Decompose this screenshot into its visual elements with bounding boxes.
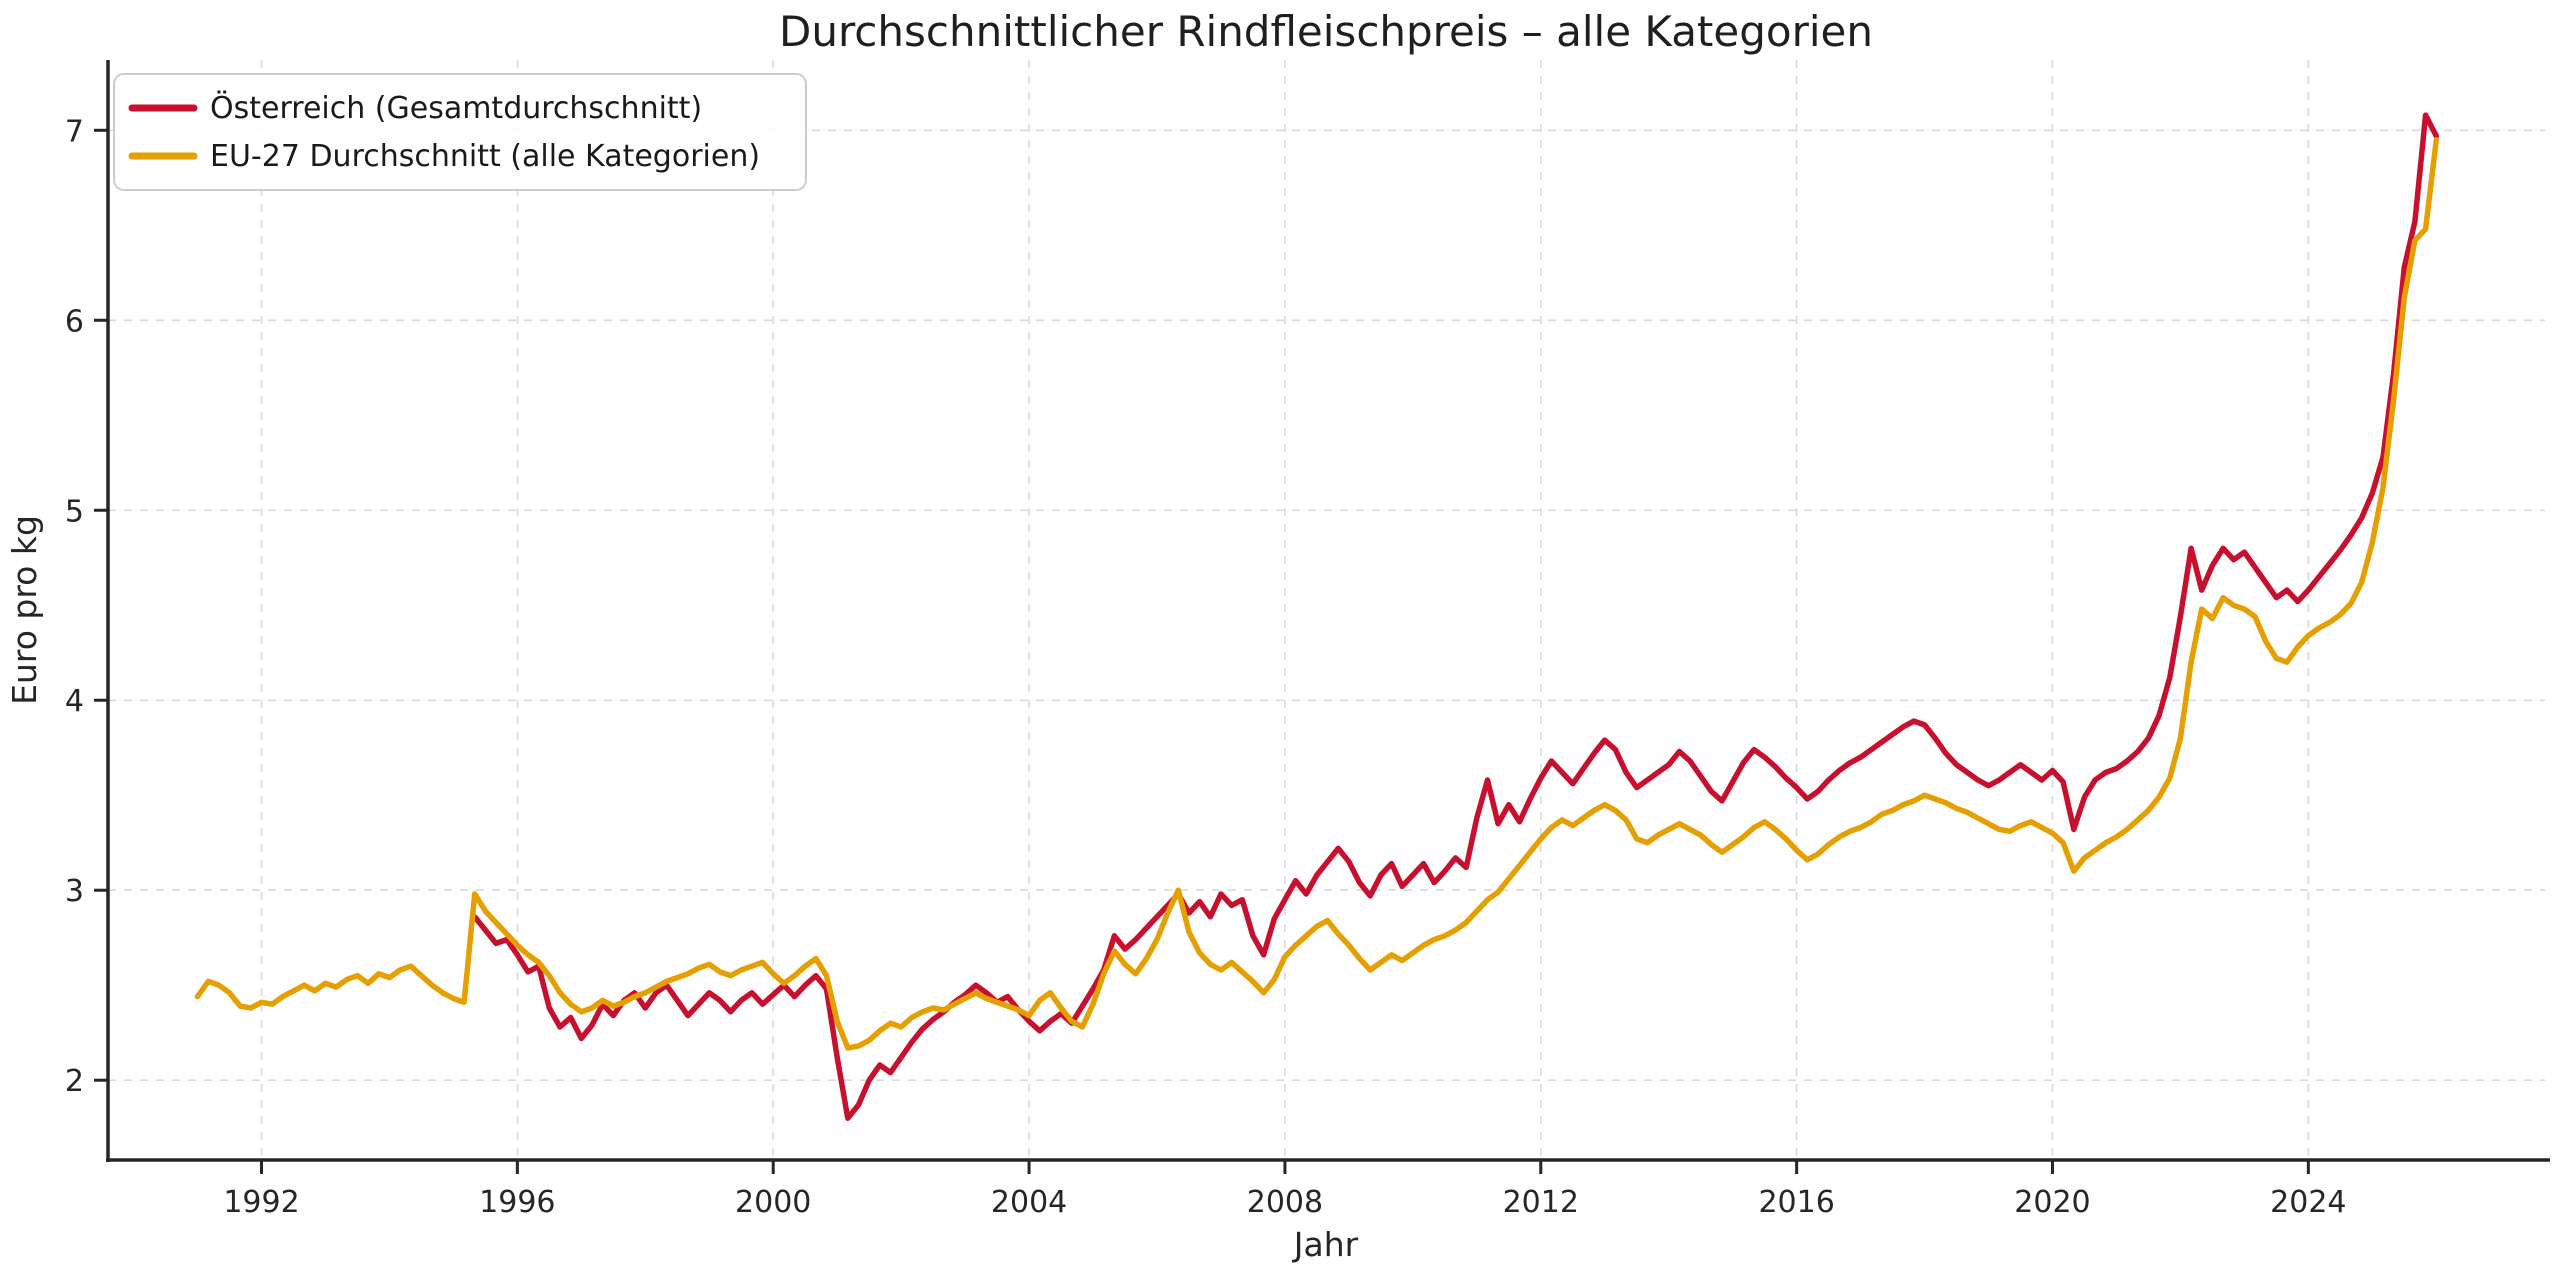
chart-title: Durchschnittlicher Rindfleischpreis – al…: [779, 7, 1873, 56]
y-tick-label: 2: [65, 1064, 84, 1099]
series-line-oesterreich: [471, 112, 2440, 1121]
y-tick-label: 4: [65, 684, 84, 719]
series-line-eu27: [194, 137, 2440, 1051]
legend-box: [113, 73, 807, 191]
x-tick-label: 2020: [2014, 1185, 2090, 1220]
x-tick-label: 2024: [2270, 1185, 2346, 1220]
legend-label-oesterreich: Österreich (Gesamtdurchschnitt): [210, 90, 702, 126]
y-tick-label: 7: [65, 114, 84, 149]
y-axis-label: Euro pro kg: [5, 515, 44, 705]
x-tick-label: 2004: [991, 1185, 1067, 1220]
x-tick-label: 2008: [1247, 1185, 1323, 1220]
series-lines: [194, 112, 2440, 1121]
legend-label-eu27: EU-27 Durchschnitt (alle Kategorien): [210, 139, 760, 174]
x-tick-label: 2012: [1503, 1185, 1579, 1220]
x-tick-label: 1996: [479, 1185, 555, 1220]
tick-labels: 1992 1996 2000 2004 2008 2012 2016 2020 2024 2 3 4 5…: [65, 114, 2347, 1220]
x-tick-label: 2000: [735, 1185, 811, 1220]
y-tick-label: 5: [65, 494, 84, 529]
x-axis-label: Jahr: [1292, 1225, 1359, 1264]
x-tick-label: 1992: [223, 1185, 299, 1220]
y-tick-label: 3: [65, 874, 84, 909]
axes: [94, 60, 2550, 1174]
x-tick-label: 2016: [1758, 1185, 1834, 1220]
legend: Österreich (Gesamtdurchschnitt) EU-27 Du…: [113, 73, 807, 191]
y-tick-label: 6: [65, 304, 84, 339]
